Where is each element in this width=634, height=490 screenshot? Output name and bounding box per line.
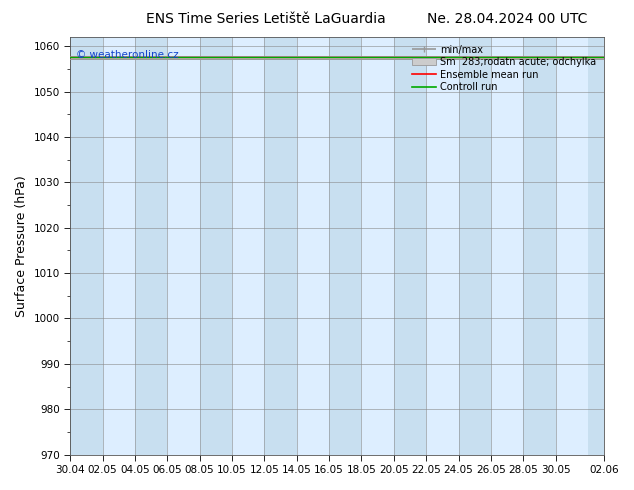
Bar: [491, 37, 523, 455]
Bar: [70, 37, 103, 455]
Bar: [426, 37, 458, 455]
Bar: [264, 37, 297, 455]
Bar: [329, 37, 361, 455]
Legend: min/max, Sm  283;rodatn acute; odchylka, Ensemble mean run, Controll run: min/max, Sm 283;rodatn acute; odchylka, …: [409, 42, 599, 95]
Bar: [167, 37, 200, 455]
Bar: [361, 37, 394, 455]
Bar: [200, 37, 232, 455]
Bar: [103, 37, 135, 455]
Bar: [135, 37, 167, 455]
Text: Ne. 28.04.2024 00 UTC: Ne. 28.04.2024 00 UTC: [427, 12, 587, 26]
Y-axis label: Surface Pressure (hPa): Surface Pressure (hPa): [15, 175, 28, 317]
Text: © weatheronline.cz: © weatheronline.cz: [75, 49, 178, 60]
Bar: [297, 37, 329, 455]
Text: ENS Time Series Letiště LaGuardia: ENS Time Series Letiště LaGuardia: [146, 12, 386, 26]
Bar: [555, 37, 588, 455]
Bar: [458, 37, 491, 455]
Bar: [232, 37, 264, 455]
Bar: [523, 37, 555, 455]
Bar: [588, 37, 604, 455]
Bar: [394, 37, 426, 455]
